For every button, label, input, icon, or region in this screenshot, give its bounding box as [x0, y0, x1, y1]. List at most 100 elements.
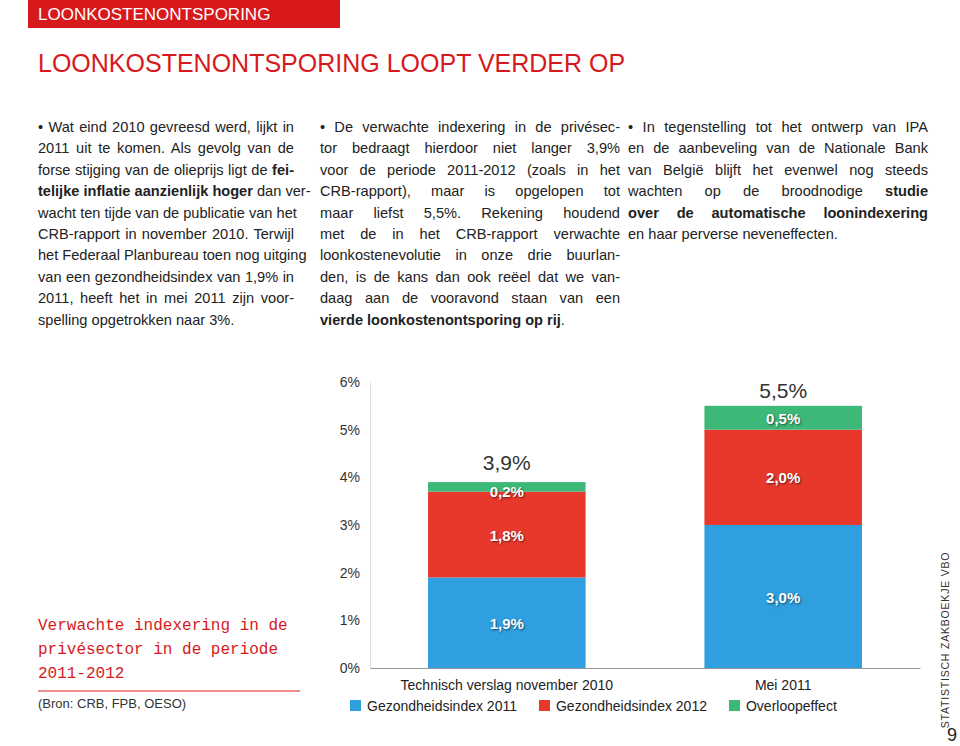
- text-run: • De verwachte indexering in de privésec…: [320, 119, 620, 135]
- y-axis: 0% 1% 2% 3% 4% 5% 6%: [340, 374, 371, 676]
- text-run: CRB-rapport in november 2010. Terwijl: [38, 226, 294, 242]
- x-tick-label: Technisch verslag november 2010: [401, 677, 614, 693]
- y-tick-label: 1%: [340, 612, 360, 628]
- header-band: [28, 0, 340, 28]
- text-run: • In tegenstelling tot het ontwerp van I…: [628, 119, 928, 135]
- legend-swatch: [729, 700, 740, 711]
- legend-swatch: [350, 700, 361, 711]
- text-column: • Wat eind 2010 gevreesd werd, lijkt in 2…: [38, 117, 294, 331]
- bold-text: over de automatische loonindexering: [628, 205, 928, 221]
- y-tick-label: 0%: [340, 660, 360, 676]
- data-label: 0,5%: [766, 410, 800, 427]
- bar-segment: [428, 492, 586, 578]
- text-run: loonkostenevolutie in onze drie buurlan-: [320, 247, 620, 263]
- text-line: van België blijft het evenwel nog steeds: [628, 160, 928, 181]
- text-line: en de aanbeveling van de Nationale Bank: [628, 138, 928, 159]
- y-tick: 3%: [340, 517, 370, 533]
- x-axis: Technisch verslag november 2010 Mei 2011: [371, 668, 921, 693]
- y-tick-label: 6%: [340, 374, 360, 390]
- y-tick: 4%: [340, 469, 370, 485]
- text-line: • Wat eind 2010 gevreesd werd, lijkt in: [38, 117, 294, 138]
- text-run: voor de periode 2011-2012 (zoals in het: [320, 162, 620, 178]
- legend-label: Gezondheidsindex 2012: [556, 698, 707, 714]
- text-line: voor de periode 2011-2012 (zoals in het: [320, 160, 620, 181]
- bar-segment: [428, 577, 586, 668]
- bars: [428, 406, 862, 668]
- text-line: 2011, heeft het in mei 2011 zijn voor-: [38, 288, 294, 309]
- chart-source: (Bron: CRB, FPB, OESO): [38, 696, 186, 711]
- bar-segment: [704, 525, 862, 668]
- x-tick: Mei 2011: [755, 668, 812, 693]
- y-tick: 6%: [340, 374, 370, 390]
- data-label: 1,9%: [490, 615, 524, 632]
- total-label: 5,5%: [759, 379, 807, 402]
- y-tick-label: 3%: [340, 517, 360, 533]
- data-label: 3,0%: [766, 589, 800, 606]
- y-axis-line: [370, 383, 371, 669]
- y-tick-label: 5%: [340, 422, 360, 438]
- bar-segment: [704, 406, 862, 430]
- bar-segment: [704, 430, 862, 525]
- text-run: wacht ten tijde van de publicatie van he…: [38, 205, 297, 221]
- text-run: den, is de kans dan ook reëel dat we van…: [320, 269, 620, 285]
- x-axis-line: [371, 668, 921, 669]
- text-run: met de in het CRB-rapport verwachte: [320, 226, 620, 242]
- y-tick-label: 2%: [340, 565, 360, 581]
- page-title: LOONKOSTENONTSPORING LOOPT VERDER OP: [38, 49, 625, 77]
- y-tick: 1%: [340, 612, 370, 628]
- text-line: loonkostenevolutie in onze drie buurlan-: [320, 245, 620, 266]
- text-run: van België blijft het evenwel nog steeds: [628, 162, 928, 178]
- text-run: spelling opgetrokken naar 3%.: [38, 312, 234, 328]
- text-line: en haar perverse neveneffecten.: [628, 224, 928, 245]
- total-label: 3,9%: [483, 451, 531, 474]
- header-text: LOONKOSTENONTSPORING: [38, 5, 270, 24]
- bold-text: telijke inflatie aanzienlijk hoger: [38, 183, 253, 199]
- text-run: wachten op de broodnodige: [628, 183, 885, 199]
- text-run: dan ver-: [253, 183, 311, 199]
- text-run: • Wat eind 2010 gevreesd werd, lijkt in: [38, 119, 294, 135]
- legend: Gezondheidsindex 2011Gezondheidsindex 20…: [350, 698, 837, 714]
- text-line: forse stijging van de olieprijs ligt de …: [38, 160, 294, 181]
- text-run: 2011 uit te komen. Als gevolg van de: [38, 140, 294, 156]
- title-rule: [38, 691, 300, 692]
- text-line: tor bedraagt hierdoor niet langer 3,9%: [320, 138, 620, 159]
- text-run: maar liefst 5,5%. Rekening houdend: [320, 205, 620, 221]
- x-tick: Technisch verslag november 2010: [401, 668, 614, 693]
- text-run: van een gezondheidsindex van 1,9% in: [38, 269, 294, 285]
- bold-text: vierde loonkostenontsporing op rij: [320, 312, 561, 328]
- text-run: en de aanbeveling van de Nationale Bank: [628, 140, 928, 156]
- data-label: 1,8%: [490, 527, 524, 544]
- text-line: met de in het CRB-rapport verwachte: [320, 224, 620, 245]
- text-run: .: [561, 312, 565, 328]
- text-run: CRB-rapport), maar is opgelopen tot: [320, 183, 620, 199]
- side-text: STATISTISCH ZAKBOEKJE VBO: [939, 552, 951, 729]
- text-line: • De verwachte indexering in de privésec…: [320, 117, 620, 138]
- text-line: wachten op de broodnodige studie: [628, 181, 928, 202]
- text-line: spelling opgetrokken naar 3%.: [38, 310, 294, 331]
- y-tick: 2%: [340, 565, 370, 581]
- text-line: over de automatische loonindexering: [628, 203, 928, 224]
- text-run: forse stijging van de olieprijs ligt de: [38, 162, 272, 178]
- text-line: CRB-rapport), maar is opgelopen tot: [320, 181, 620, 202]
- legend-swatch: [539, 700, 550, 711]
- bold-text: fei-: [272, 162, 294, 178]
- page-number: 9: [947, 725, 957, 745]
- text-run: tor bedraagt hierdoor niet langer 3,9%: [320, 140, 620, 156]
- text-column: • De verwachte indexering in de privésec…: [320, 117, 620, 331]
- chart-title: Verwachte indexering in de privésector i…: [38, 614, 300, 686]
- y-tick: 0%: [340, 660, 370, 676]
- text-line: • In tegenstelling tot het ontwerp van I…: [628, 117, 928, 138]
- text-line: vierde loonkostenontsporing op rij.: [320, 310, 620, 331]
- text-line: telijke inflatie aanzienlijk hoger dan v…: [38, 181, 294, 202]
- text-line: van een gezondheidsindex van 1,9% in: [38, 267, 294, 288]
- text-run: en haar perverse neveneffecten.: [628, 226, 838, 242]
- data-label: 0,2%: [490, 483, 524, 500]
- text-line: maar liefst 5,5%. Rekening houdend: [320, 203, 620, 224]
- text-line: het Federaal Planbureau toen nog uitging: [38, 245, 294, 266]
- text-run: 2011, heeft het in mei 2011 zijn voor-: [38, 290, 294, 306]
- text-column: • In tegenstelling tot het ontwerp van I…: [628, 117, 928, 245]
- text-line: 2011 uit te komen. Als gevolg van de: [38, 138, 294, 159]
- text-run: daag aan de vooravond staan van een: [320, 290, 620, 306]
- text-line: CRB-rapport in november 2010. Terwijl: [38, 224, 294, 245]
- text-line: den, is de kans dan ook reëel dat we van…: [320, 267, 620, 288]
